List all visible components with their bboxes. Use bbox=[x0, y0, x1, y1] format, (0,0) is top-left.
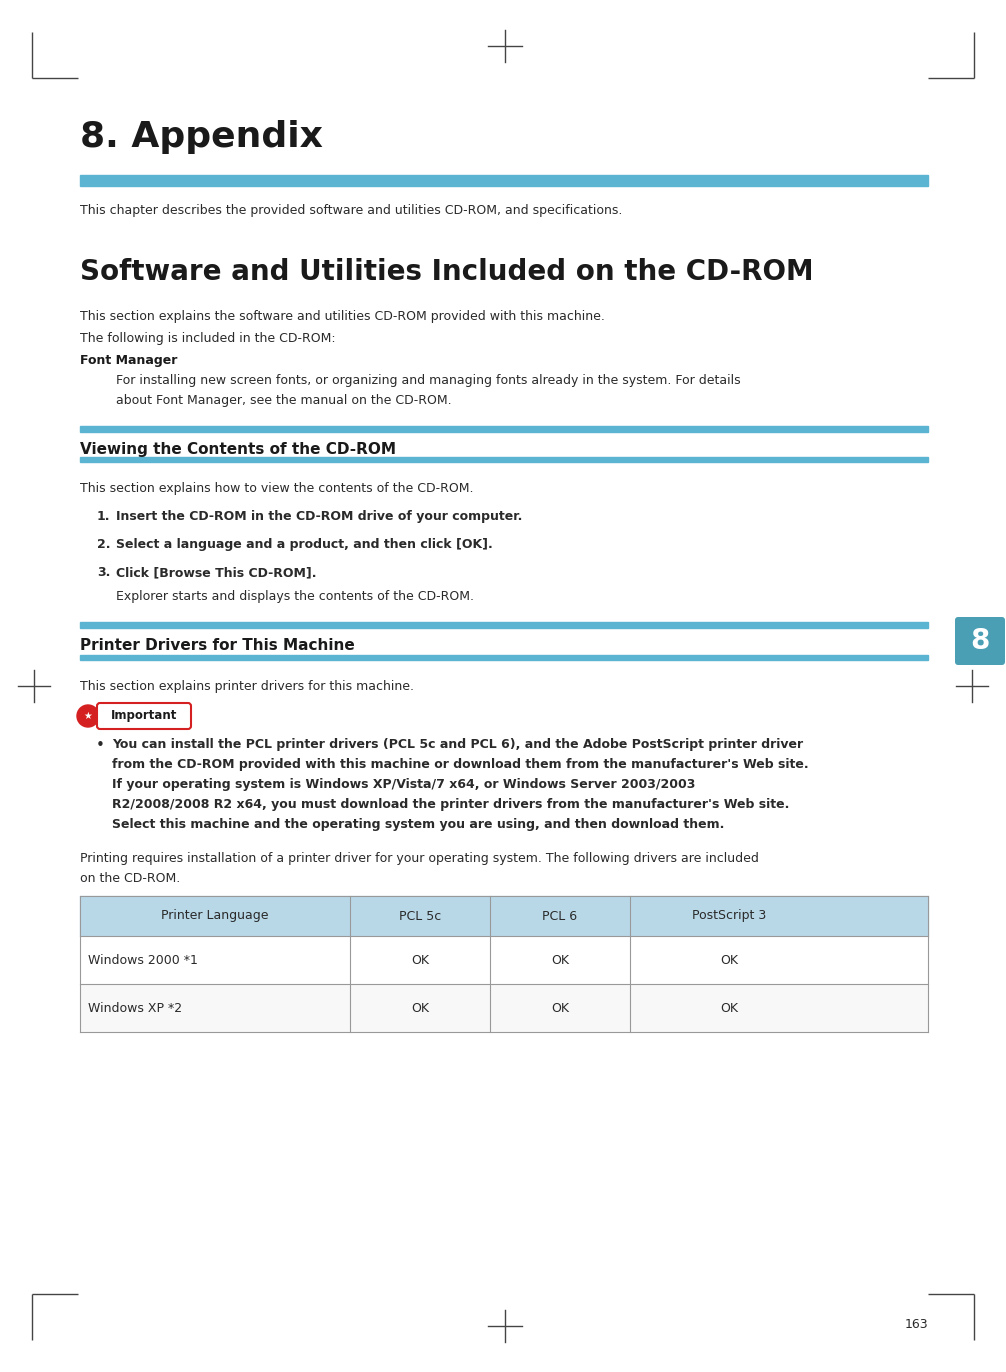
Bar bbox=[80, 176, 928, 187]
Text: This section explains printer drivers for this machine.: This section explains printer drivers fo… bbox=[80, 681, 414, 693]
Text: 1.: 1. bbox=[97, 510, 111, 523]
Text: Printing requires installation of a printer driver for your operating system. Th: Printing requires installation of a prin… bbox=[80, 852, 759, 864]
Text: You can install the PCL printer drivers (PCL 5c and PCL 6), and the Adobe PostSc: You can install the PCL printer drivers … bbox=[112, 738, 803, 750]
FancyBboxPatch shape bbox=[97, 702, 191, 729]
Text: Windows 2000 *1: Windows 2000 *1 bbox=[88, 954, 198, 966]
Text: •: • bbox=[96, 738, 105, 753]
Text: about Font Manager, see the manual on the CD-ROM.: about Font Manager, see the manual on th… bbox=[116, 394, 452, 407]
Text: OK: OK bbox=[411, 1002, 429, 1014]
Text: PostScript 3: PostScript 3 bbox=[692, 910, 767, 922]
Text: 8: 8 bbox=[971, 627, 990, 654]
Text: 163: 163 bbox=[904, 1318, 928, 1331]
Text: Printer Language: Printer Language bbox=[161, 910, 269, 922]
Bar bbox=[80, 896, 928, 936]
Text: from the CD-ROM provided with this machine or download them from the manufacture: from the CD-ROM provided with this machi… bbox=[112, 757, 809, 771]
Text: Select a language and a product, and then click [OK].: Select a language and a product, and the… bbox=[116, 538, 493, 552]
Text: 8. Appendix: 8. Appendix bbox=[80, 119, 323, 154]
Bar bbox=[80, 654, 928, 660]
Text: OK: OK bbox=[411, 954, 429, 966]
Text: Windows XP *2: Windows XP *2 bbox=[88, 1002, 182, 1014]
Bar bbox=[80, 984, 928, 1032]
Text: OK: OK bbox=[720, 954, 738, 966]
Text: PCL 6: PCL 6 bbox=[542, 910, 577, 922]
Text: PCL 5c: PCL 5c bbox=[398, 910, 441, 922]
Text: This chapter describes the provided software and utilities CD-ROM, and specifica: This chapter describes the provided soft… bbox=[80, 204, 623, 217]
Text: This section explains how to view the contents of the CD-ROM.: This section explains how to view the co… bbox=[80, 482, 474, 495]
Text: Important: Important bbox=[111, 709, 177, 723]
Text: on the CD-ROM.: on the CD-ROM. bbox=[80, 873, 180, 885]
Text: Select this machine and the operating system you are using, and then download th: Select this machine and the operating sy… bbox=[112, 818, 724, 831]
Text: Viewing the Contents of the CD-ROM: Viewing the Contents of the CD-ROM bbox=[80, 442, 396, 457]
Text: OK: OK bbox=[720, 1002, 738, 1014]
Text: For installing new screen fonts, or organizing and managing fonts already in the: For installing new screen fonts, or orga… bbox=[116, 375, 740, 387]
Bar bbox=[80, 457, 928, 462]
Text: 2.: 2. bbox=[97, 538, 111, 552]
Text: The following is included in the CD-ROM:: The following is included in the CD-ROM: bbox=[80, 332, 336, 344]
Text: R2/2008/2008 R2 x64, you must download the printer drivers from the manufacturer: R2/2008/2008 R2 x64, you must download t… bbox=[112, 799, 790, 811]
Text: Explorer starts and displays the contents of the CD-ROM.: Explorer starts and displays the content… bbox=[116, 590, 474, 604]
Text: OK: OK bbox=[551, 954, 569, 966]
Text: If your operating system is Windows XP/Vista/7 x64, or Windows Server 2003/2003: If your operating system is Windows XP/V… bbox=[112, 778, 695, 792]
Text: Printer Drivers for This Machine: Printer Drivers for This Machine bbox=[80, 638, 355, 653]
Bar bbox=[80, 622, 928, 628]
Circle shape bbox=[77, 705, 99, 727]
Text: Insert the CD-ROM in the CD-ROM drive of your computer.: Insert the CD-ROM in the CD-ROM drive of… bbox=[116, 510, 522, 523]
FancyBboxPatch shape bbox=[955, 617, 1005, 665]
Text: Click [Browse This CD-ROM].: Click [Browse This CD-ROM]. bbox=[116, 567, 317, 579]
Text: This section explains the software and utilities CD-ROM provided with this machi: This section explains the software and u… bbox=[80, 310, 605, 322]
Bar bbox=[80, 425, 928, 432]
Text: ★: ★ bbox=[83, 711, 93, 722]
Text: Software and Utilities Included on the CD-ROM: Software and Utilities Included on the C… bbox=[80, 258, 814, 285]
Text: 3.: 3. bbox=[97, 567, 111, 579]
Bar bbox=[80, 936, 928, 984]
Text: Font Manager: Font Manager bbox=[80, 354, 177, 366]
Text: OK: OK bbox=[551, 1002, 569, 1014]
